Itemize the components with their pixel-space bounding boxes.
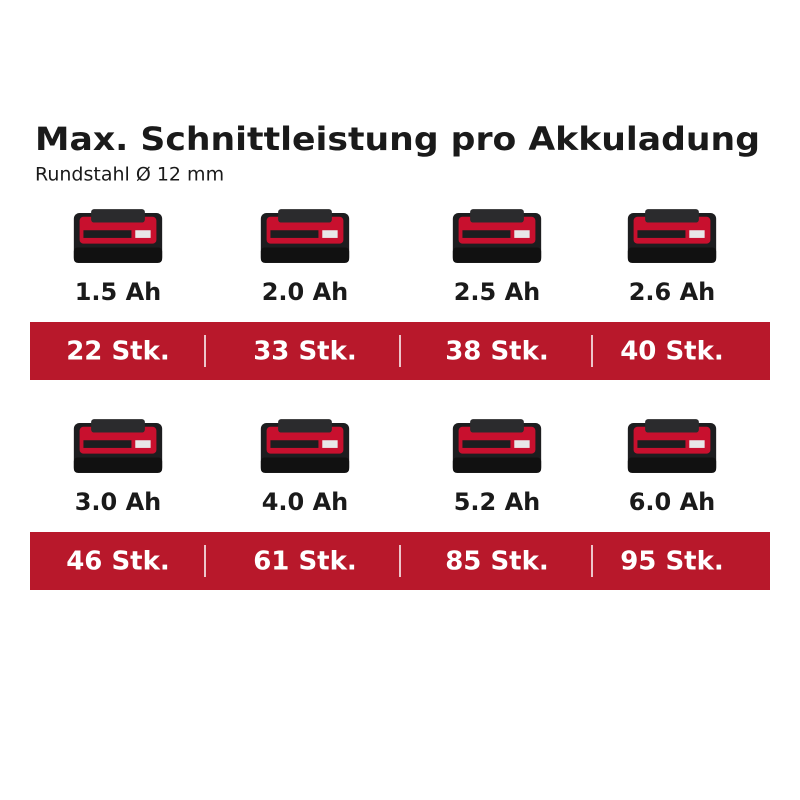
battery-icon: [627, 419, 717, 473]
capacity-label: 1.5 Ah: [75, 278, 162, 306]
capacity-label: 2.6 Ah: [629, 278, 716, 306]
battery-icon: [627, 209, 717, 263]
capacity-label: 2.5 Ah: [454, 278, 541, 306]
count-label: 33 Stk.: [253, 337, 357, 367]
battery-icon: [73, 209, 163, 263]
battery-icon: [452, 209, 542, 263]
title: Max. Schnittleistung pro Akkuladung: [35, 120, 760, 158]
count-label: 85 Stk.: [445, 547, 549, 577]
capacity-label: 2.0 Ah: [262, 278, 349, 306]
capacity-label: 6.0 Ah: [629, 488, 716, 516]
count-label: 61 Stk.: [253, 547, 357, 577]
battery-icon: [260, 209, 350, 263]
battery-icon: [260, 419, 350, 473]
battery-icon: [452, 419, 542, 473]
count-label: 95 Stk.: [620, 547, 724, 577]
capacity-label: 4.0 Ah: [262, 488, 349, 516]
count-label: 40 Stk.: [620, 337, 724, 367]
capacity-label: 5.2 Ah: [454, 488, 541, 516]
count-label: 46 Stk.: [66, 547, 170, 577]
capacity-label: 3.0 Ah: [75, 488, 162, 516]
subtitle: Rundstahl Ø 12 mm: [35, 164, 224, 186]
count-label: 38 Stk.: [445, 337, 549, 367]
battery-icon: [73, 419, 163, 473]
count-label: 22 Stk.: [66, 337, 170, 367]
rows: 1.5 Ah 22 Stk. 2.0 Ah 33 Stk. 2.5 Ah 38 Stk. 2…: [30, 209, 770, 590]
